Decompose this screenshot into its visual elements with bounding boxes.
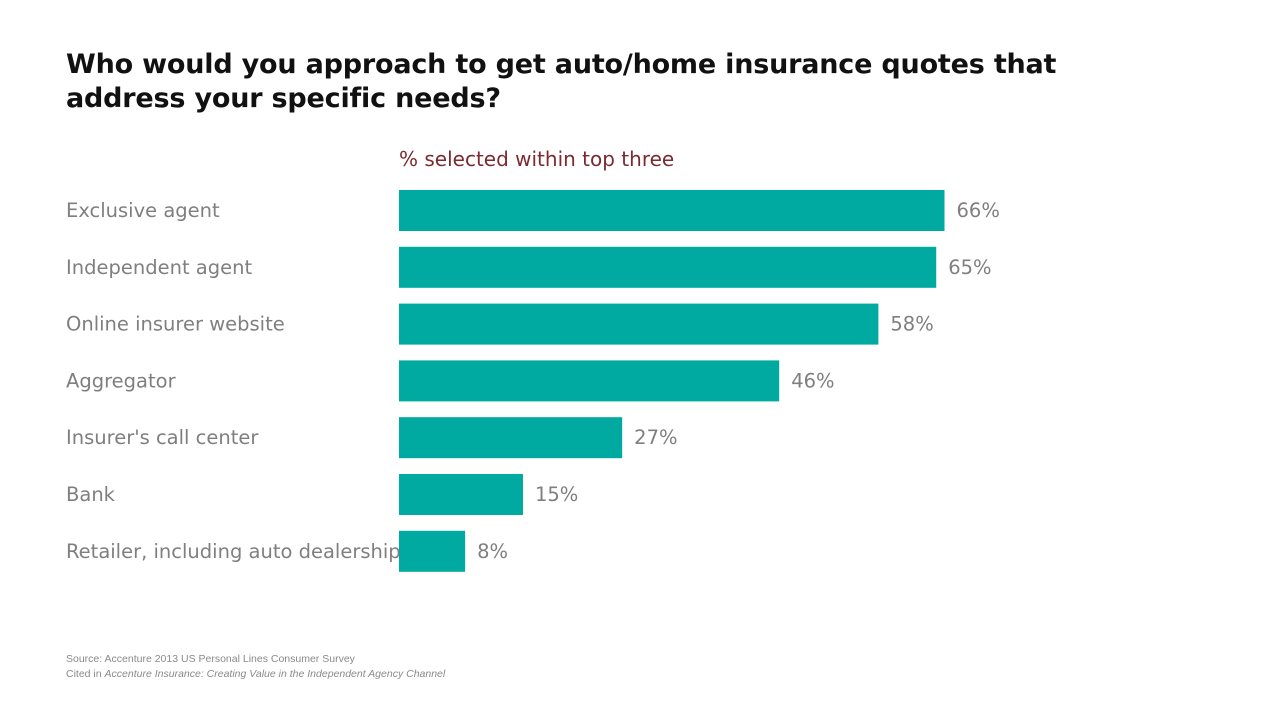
chart-title: Who would you approach to get auto/home … xyxy=(66,49,1057,114)
category-label: Bank xyxy=(66,483,116,506)
citation-title: Accenture Insurance: Creating Value in t… xyxy=(104,668,446,680)
bar xyxy=(399,530,466,572)
value-label: 27% xyxy=(634,426,677,449)
citation-note: Cited in Accenture Insurance: Creating V… xyxy=(66,667,445,682)
bar xyxy=(399,474,523,515)
category-label: Aggregator xyxy=(66,369,177,392)
value-label: 15% xyxy=(535,483,578,506)
bar xyxy=(399,303,879,345)
bar xyxy=(399,417,623,459)
footnote: Source: Accenture 2013 US Personal Lines… xyxy=(66,652,445,682)
bar xyxy=(399,360,780,402)
category-label: Insurer's call center xyxy=(66,426,259,449)
value-label: 65% xyxy=(948,256,991,279)
bar xyxy=(399,190,945,231)
category-label: Exclusive agent xyxy=(66,199,220,222)
category-label: Online insurer website xyxy=(66,313,285,336)
chart-subtitle: % selected within top three xyxy=(399,147,675,171)
bar xyxy=(399,246,937,288)
value-label: 66% xyxy=(957,199,1000,222)
value-label: 46% xyxy=(791,369,834,392)
citation-prefix: Cited in xyxy=(66,668,105,680)
category-label: Retailer, including auto dealership xyxy=(66,540,401,563)
category-label: Independent agent xyxy=(66,256,252,279)
source-note: Source: Accenture 2013 US Personal Lines… xyxy=(66,653,355,665)
value-label: 58% xyxy=(890,313,933,336)
value-label: 8% xyxy=(477,540,508,563)
